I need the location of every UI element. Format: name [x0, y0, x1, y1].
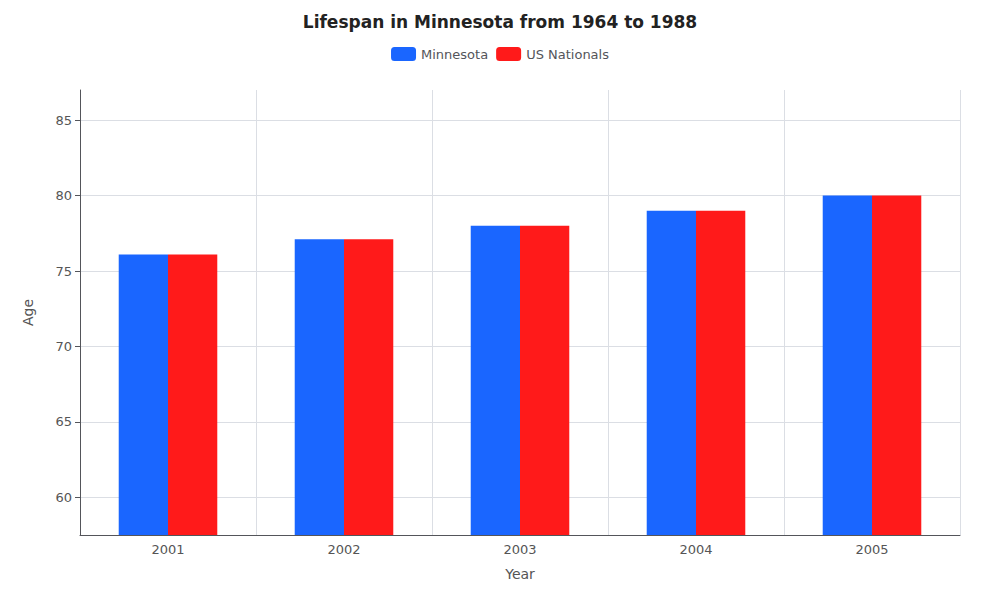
svg-text:2002: 2002 [327, 542, 360, 557]
svg-text:Age: Age [20, 299, 36, 326]
svg-text:2003: 2003 [503, 542, 536, 557]
svg-text:75: 75 [55, 264, 72, 279]
svg-text:65: 65 [55, 414, 72, 429]
svg-text:2004: 2004 [679, 542, 712, 557]
svg-text:2001: 2001 [151, 542, 184, 557]
svg-text:85: 85 [55, 113, 72, 128]
svg-text:60: 60 [55, 490, 72, 505]
svg-text:2005: 2005 [855, 542, 888, 557]
svg-text:Year: Year [504, 566, 535, 582]
svg-text:70: 70 [55, 339, 72, 354]
svg-text:Minnesota: Minnesota [421, 47, 488, 62]
svg-text:US Nationals: US Nationals [526, 47, 609, 62]
svg-text:80: 80 [55, 188, 72, 203]
svg-text:Lifespan in Minnesota from 196: Lifespan in Minnesota from 1964 to 1988 [303, 12, 697, 32]
